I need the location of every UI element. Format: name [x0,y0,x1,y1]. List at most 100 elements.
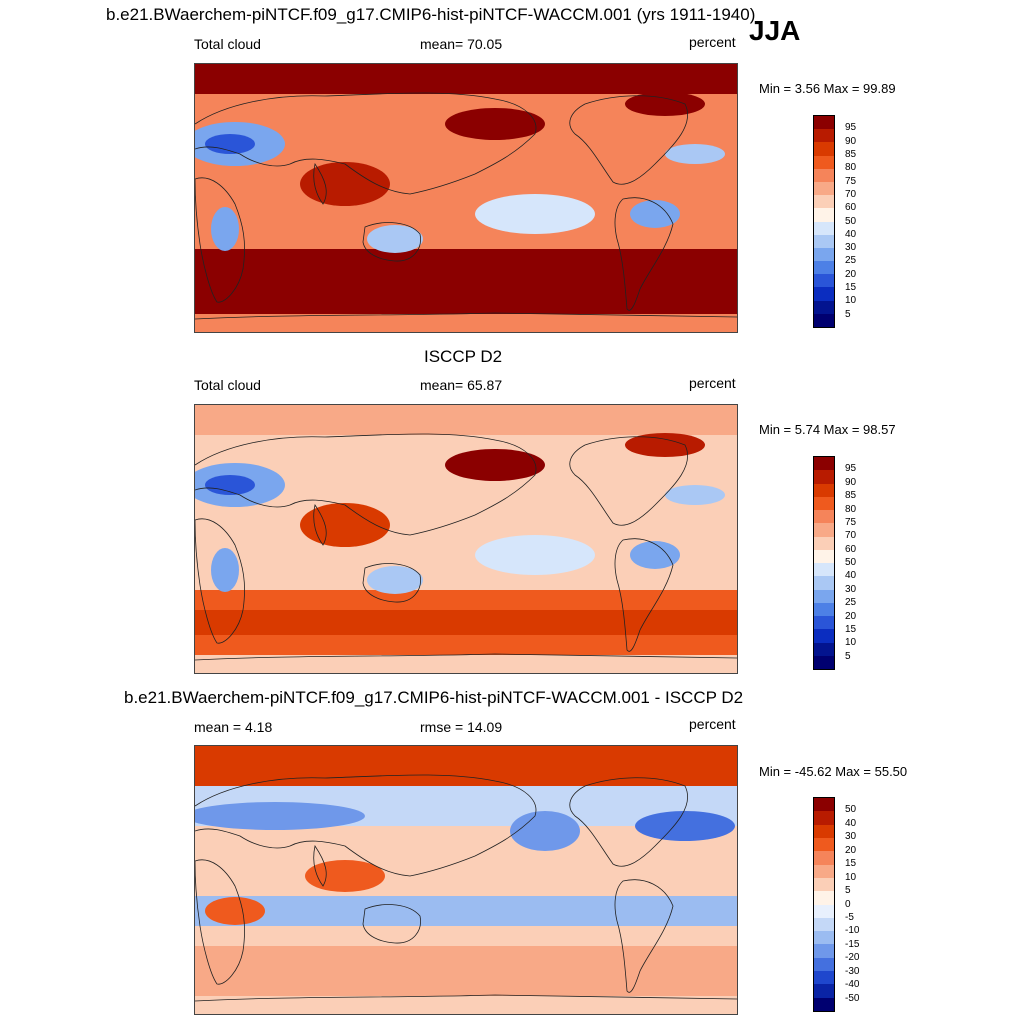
colorbar-swatch [814,496,834,510]
colorbar-swatch [814,642,834,656]
map-blob-monsoon [300,503,390,547]
colorbar-swatch [814,629,834,643]
colorbar-label: 15 [845,858,857,870]
panel2-minmax: Min = 5.74 Max = 98.57 [759,422,896,437]
colorbar-swatch [814,891,834,905]
map-blob-brazil [630,541,680,569]
map-blob-sahara-core [205,134,255,154]
colorbar-swatch [814,655,834,669]
colorbar-swatch [814,523,834,537]
colorbar-swatch [814,917,834,932]
coastline [195,994,737,1002]
colorbar-label: 40 [845,228,857,240]
map-band-north [195,64,737,94]
colorbar-swatch [814,181,834,196]
colorbar-swatch [814,602,834,616]
colorbar-swatch [814,904,834,918]
colorbar-label: 90 [845,476,857,488]
colorbar-swatch [814,536,834,550]
panel2-map [194,404,738,674]
colorbar-label: 95 [845,463,857,475]
colorbar-swatch [814,616,834,630]
colorbar-label: 80 [845,503,857,515]
panel3-map-svg [195,746,737,1014]
panel2-title: ISCCP D2 [424,347,503,366]
panel3-units-label: percent [689,716,736,732]
map-band-subtropics [195,896,737,926]
colorbar-swatch [814,997,834,1011]
colorbar-swatch [814,483,834,497]
colorbar-swatch [814,549,834,563]
colorbar-label: 60 [845,202,857,214]
panel1-colorbar [813,115,835,328]
map-blob-north-atlantic [625,92,705,116]
colorbar-label: -15 [845,938,860,950]
panel2-map-svg [195,405,737,673]
panel1-map-svg [195,64,737,332]
colorbar-label: 80 [845,162,857,174]
panel3-rmse-label: rmse = 14.09 [420,719,503,735]
colorbar-label: -10 [845,925,860,937]
panel3-colorbar [813,797,835,1012]
colorbar-swatch [814,274,834,288]
colorbar-swatch [814,221,834,235]
coastline [195,518,245,644]
coastline [313,162,327,205]
map-blob-north-atlantic [625,433,705,457]
map-blob-north-pacific [445,108,545,140]
coastline [569,95,688,185]
colorbar-swatch [814,510,834,524]
colorbar-swatch [814,168,834,182]
panel2-mean-label: mean= 65.87 [420,377,503,393]
colorbar-swatch [814,129,834,143]
colorbar-label: 85 [845,148,857,160]
colorbar-swatch [814,877,834,892]
coastline [614,538,674,652]
coastline [195,433,537,536]
colorbar-swatch [814,576,834,590]
map-blob-atlantic [665,485,725,505]
colorbar-swatch [814,287,834,301]
colorbar-label: -30 [845,965,860,977]
colorbar-swatch [814,195,834,209]
map-blob-pacific-south [475,194,595,234]
map-blob-sahara-core [205,475,255,495]
map-blob-atlantic [635,811,735,841]
colorbar-label: 20 [845,844,857,856]
map-band-north [195,405,737,435]
colorbar-label: 10 [845,871,857,883]
map-blob-brazil [630,200,680,228]
map-band-south-core [195,610,737,635]
colorbar-swatch [814,984,834,998]
colorbar-label: 5 [845,650,851,662]
colorbar-swatch [814,300,834,314]
colorbar-swatch [814,837,834,852]
map-band-south [195,946,737,996]
coastline [362,563,421,603]
colorbar-swatch [814,208,834,222]
colorbar-swatch [814,261,834,275]
colorbar-label: 40 [845,570,857,582]
colorbar-label: 75 [845,175,857,187]
map-blob-pacific-south [475,535,595,575]
map-blob-south-africa [211,548,239,592]
panel3-left-label: mean = 4.18 [194,719,273,735]
panel1-units-label: percent [689,34,736,50]
colorbar-label: 10 [845,637,857,649]
case-title: b.e21.BWaerchem-piNTCF.f09_g17.CMIP6-his… [106,5,756,24]
colorbar-label: 90 [845,135,857,147]
colorbar-label: 30 [845,831,857,843]
colorbar-label: 5 [845,308,851,320]
colorbar-swatch [814,313,834,327]
colorbar-label: 25 [845,255,857,267]
colorbar-swatch [814,457,834,471]
panel3-map [194,745,738,1015]
colorbar-label: 20 [845,610,857,622]
colorbar-label: 0 [845,898,851,910]
colorbar-label: 70 [845,530,857,542]
coastline [614,197,674,311]
map-blob-monsoon [300,162,390,206]
colorbar-swatch [814,864,834,878]
map-blob-north-pacific [445,449,545,481]
colorbar-label: 50 [845,804,857,816]
